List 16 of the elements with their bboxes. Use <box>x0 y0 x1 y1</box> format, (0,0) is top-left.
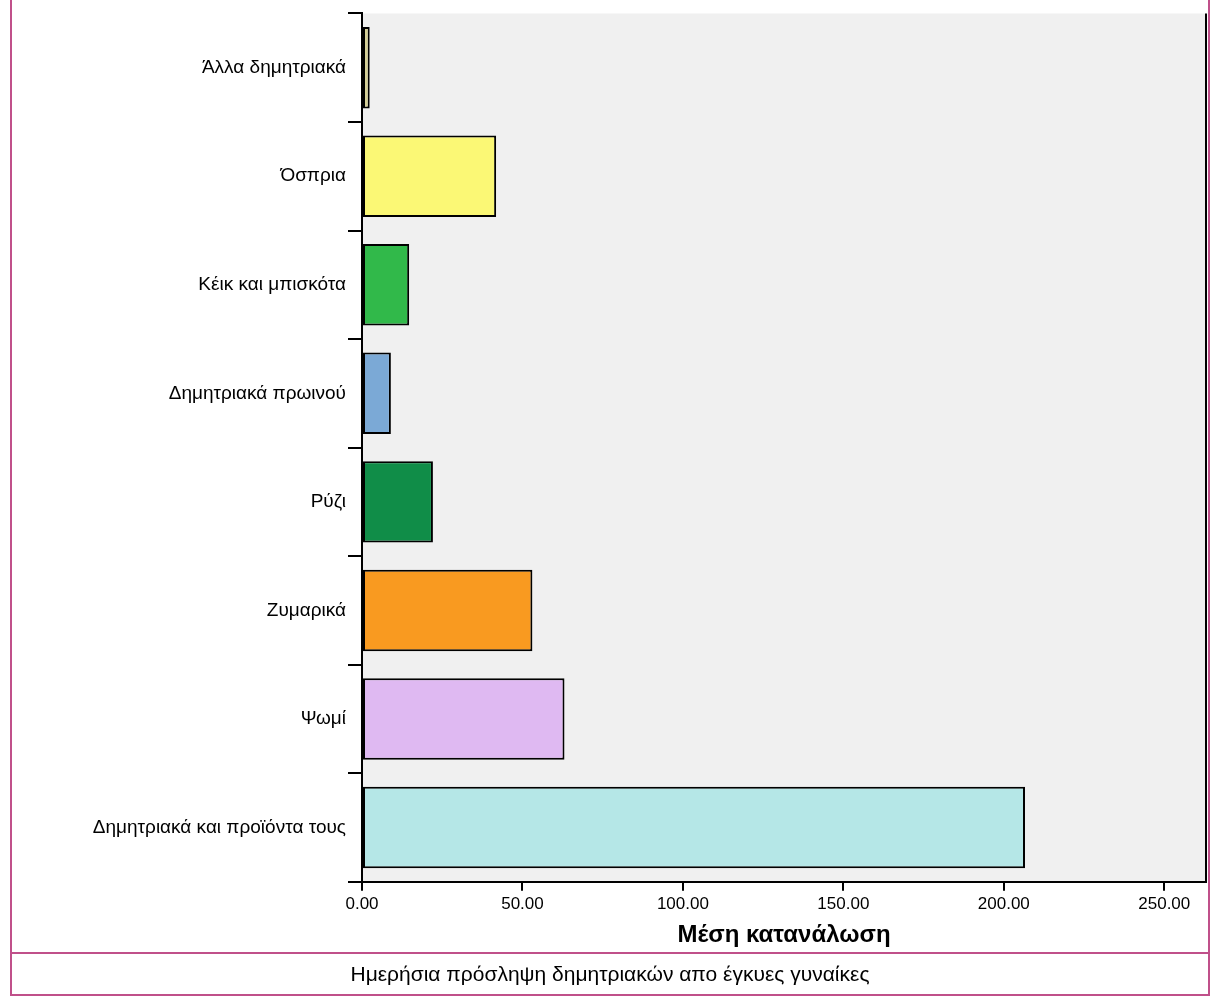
x-tick-label: 150.00 <box>817 893 870 913</box>
x-axis-title: Μέση κατανάλωση <box>677 920 891 948</box>
x-tick-label: 0.00 <box>345 893 379 913</box>
x-tick-label: 200.00 <box>977 893 1030 913</box>
y-tick-label: Δημητριακά πρωινού <box>168 381 346 403</box>
x-tick-label: 100.00 <box>656 893 709 913</box>
x-tick-label: 250.00 <box>1138 893 1191 913</box>
y-tick-label: Άλλα δημητριακά <box>201 55 347 77</box>
x-tick-label: 50.00 <box>501 893 544 913</box>
y-tick-label: Κέικ και μπισκότα <box>198 273 347 295</box>
y-tick-label: Ζυμαρικά <box>266 598 347 620</box>
y-tick-label: Δημητριακά και προϊόντα τους <box>92 815 346 837</box>
y-tick-label: Ρύζι <box>310 490 346 512</box>
text: Ημερήσια πρόσληψη δημητριακών απο έγκυες γυναίκες <box>12 952 1208 994</box>
y-tick-label: Όσπρια <box>279 164 346 186</box>
y-tick-label: Ψωμί <box>300 707 347 729</box>
